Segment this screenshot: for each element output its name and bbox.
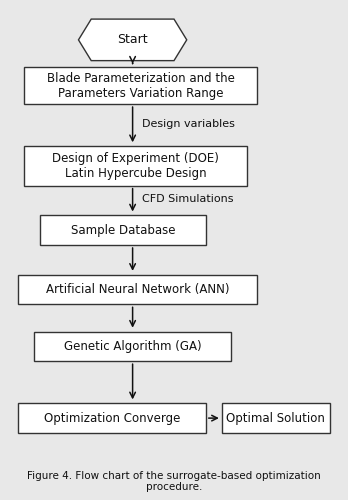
FancyBboxPatch shape	[24, 146, 247, 186]
FancyBboxPatch shape	[18, 274, 257, 304]
Text: Figure 4. Flow chart of the surrogate-based optimization procedure.: Figure 4. Flow chart of the surrogate-ba…	[27, 470, 321, 492]
Polygon shape	[79, 19, 187, 60]
Text: Start: Start	[117, 34, 148, 46]
Text: Blade Parameterization and the
Parameters Variation Range: Blade Parameterization and the Parameter…	[47, 72, 235, 100]
Text: Sample Database: Sample Database	[71, 224, 175, 236]
Text: Design variables: Design variables	[142, 119, 235, 129]
FancyBboxPatch shape	[34, 332, 231, 361]
FancyBboxPatch shape	[222, 404, 330, 433]
FancyBboxPatch shape	[40, 216, 206, 245]
Text: CFD Simulations: CFD Simulations	[142, 194, 234, 203]
Text: Genetic Algorithm (GA): Genetic Algorithm (GA)	[64, 340, 201, 353]
Text: Optimization Converge: Optimization Converge	[44, 412, 180, 424]
Text: Design of Experiment (DOE)
Latin Hypercube Design: Design of Experiment (DOE) Latin Hypercu…	[52, 152, 219, 180]
FancyBboxPatch shape	[24, 67, 257, 104]
Text: Artificial Neural Network (ANN): Artificial Neural Network (ANN)	[46, 283, 229, 296]
FancyBboxPatch shape	[18, 404, 206, 433]
Text: Optimal Solution: Optimal Solution	[227, 412, 325, 424]
